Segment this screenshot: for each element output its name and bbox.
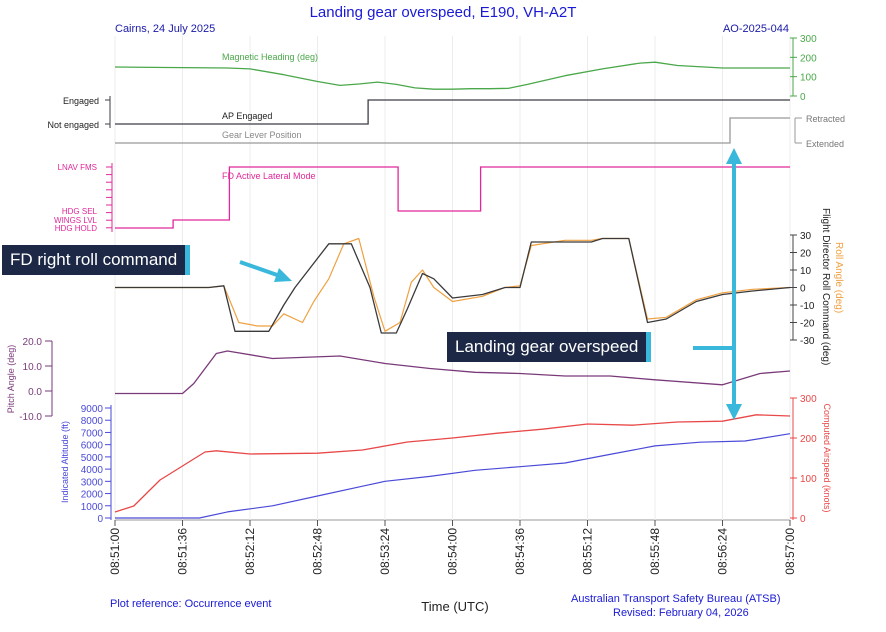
- gear-level-label: Extended: [806, 139, 844, 149]
- fd-roll-callout: FD right roll command: [2, 245, 191, 275]
- pitch-tick-label: 0.0: [28, 387, 42, 398]
- altitude-tick-label: 5000: [81, 453, 104, 464]
- airspeed-tick-label: 100: [800, 474, 817, 485]
- location-date: Cairns, 24 July 2025: [115, 23, 216, 35]
- roll-tick-label: -10: [800, 301, 815, 312]
- altitude-tick-label: 9000: [81, 404, 104, 415]
- fd-roll-arrow-shaft: [239, 260, 281, 278]
- fd-mode-level-label: HDG HOLD: [55, 224, 97, 233]
- x-tick-label: 08:54:00: [446, 528, 460, 575]
- pitch-tick-label: 20.0: [23, 337, 43, 348]
- fd-mode-level-label: LNAV FMS: [58, 163, 97, 172]
- fd-mode-level-label: WINGS LVL: [54, 216, 98, 225]
- heading-tick-label: 300: [800, 34, 817, 45]
- x-tick-label: 08:51:36: [176, 528, 190, 575]
- roll-angle-axis-label: Roll Angle (deg): [833, 242, 844, 313]
- revised-date: Revised: February 04, 2026: [613, 607, 749, 619]
- gear-series-label: Gear Lever Position: [222, 130, 302, 140]
- ap-level-label: Not engaged: [47, 120, 99, 130]
- gear-overspeed-callout: Landing gear overspeed: [447, 332, 652, 362]
- x-tick-label: 08:55:12: [581, 528, 595, 575]
- report-id: AO-2025-044: [722, 23, 789, 35]
- pitch-line: [115, 350, 791, 395]
- fd-mode-series-label: FD Active Lateral Mode: [222, 171, 316, 181]
- x-tick-label: 08:57:00: [783, 528, 797, 575]
- x-tick-label: 08:53:24: [378, 528, 392, 575]
- pitch-tick-label: 10.0: [23, 362, 43, 373]
- altitude-axis-label: Indicated Altitude (ft): [60, 421, 70, 503]
- x-tick-label: 08:54:36: [513, 528, 527, 575]
- altitude-tick-label: 3000: [81, 477, 104, 488]
- heading-tick-label: 0: [800, 92, 806, 103]
- roll-tick-label: -30: [800, 336, 815, 347]
- x-tick-label: 08:52:48: [311, 528, 325, 575]
- airspeed-tick-label: 300: [800, 394, 817, 405]
- heading-series-label: Magnetic Heading (deg): [222, 52, 318, 62]
- overspeed-arrowhead-top: [726, 148, 742, 164]
- plot-reference: Plot reference: Occurrence event: [110, 598, 272, 610]
- pitch-axis-label: Pitch Angle (deg): [6, 345, 16, 414]
- altitude-tick-label: 2000: [81, 490, 104, 501]
- altitude-tick-label: 7000: [81, 428, 104, 439]
- roll-tick-label: 10: [800, 266, 812, 277]
- altitude-tick-label: 0: [97, 514, 103, 525]
- heading-tick-label: 100: [800, 73, 817, 84]
- gear-level-label: Retracted: [806, 114, 845, 124]
- gear-line: [115, 117, 790, 144]
- altitude-line: [115, 433, 791, 519]
- fd-mode-line: [115, 166, 790, 229]
- fd-roll-command-line: [115, 237, 791, 334]
- airspeed-tick-label: 0: [800, 514, 806, 525]
- fd-roll-arrowhead: [274, 268, 292, 282]
- x-tick-label: 08:56:24: [716, 528, 730, 575]
- fd-mode-level-label: HDG SEL: [62, 207, 98, 216]
- airspeed-axis-label: Computed Airspeed (knots): [822, 403, 832, 512]
- airspeed-line: [114, 414, 791, 513]
- roll-tick-label: 0: [800, 284, 806, 295]
- airspeed-tick-label: 200: [800, 434, 817, 445]
- altitude-tick-label: 1000: [81, 502, 104, 513]
- heading-tick-label: 200: [800, 53, 817, 64]
- x-tick-label: 08:55:48: [648, 528, 662, 575]
- ap-series-label: AP Engaged: [222, 111, 272, 121]
- heading-line: [114, 61, 790, 90]
- roll-tick-label: 30: [800, 231, 812, 242]
- overspeed-arrowhead-bottom: [726, 404, 742, 420]
- altitude-tick-label: 8000: [81, 416, 104, 427]
- x-axis-label: Time (UTC): [421, 599, 488, 614]
- pitch-tick-label: -10.0: [19, 412, 42, 423]
- fd-roll-axis-label: Flight Director Roll Command (deg): [820, 208, 831, 365]
- chart-title: Landing gear overspeed, E190, VH-A2T: [309, 4, 577, 21]
- roll-tick-label: -20: [800, 319, 815, 330]
- altitude-tick-label: 4000: [81, 465, 104, 476]
- agency-name: Australian Transport Safety Bureau (ATSB…: [571, 593, 781, 605]
- ap-level-label: Engaged: [63, 96, 99, 106]
- ap-line: [115, 99, 790, 125]
- x-tick-label: 08:51:00: [108, 528, 122, 575]
- x-tick-label: 08:52:12: [243, 528, 257, 575]
- roll-tick-label: 20: [800, 249, 812, 260]
- altitude-tick-label: 6000: [81, 441, 104, 452]
